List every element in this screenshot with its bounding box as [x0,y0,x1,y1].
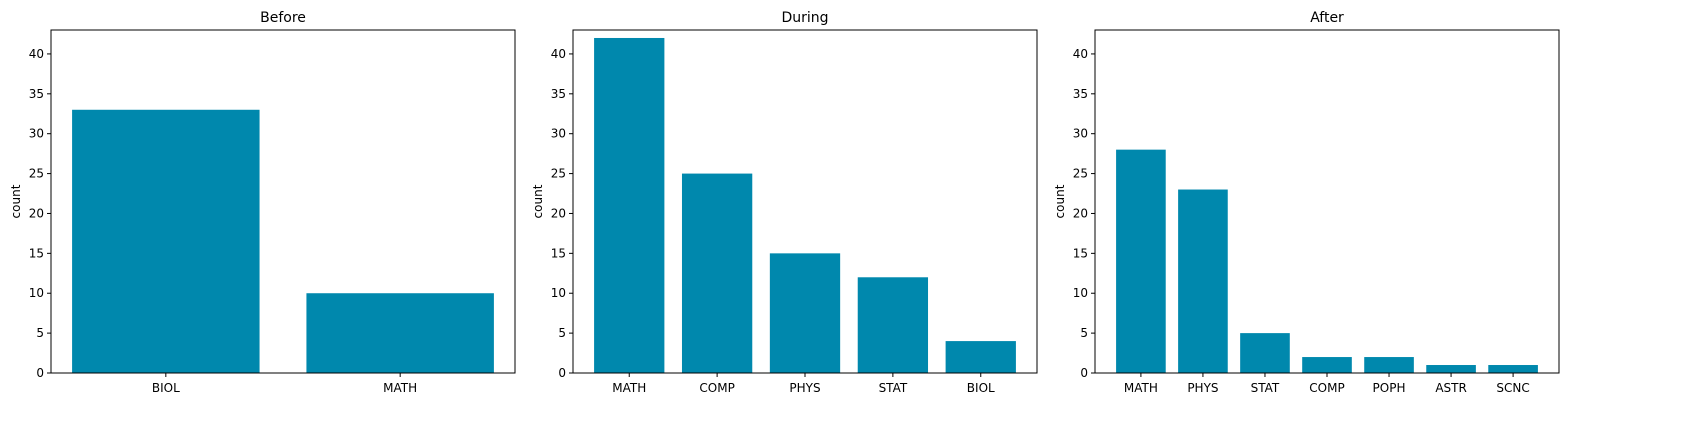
y-tick-label: 0 [558,366,566,380]
bar-group [1116,149,1538,373]
y-tick-label: 20 [1073,206,1088,220]
y-tick-label: 25 [1073,167,1088,181]
y-axis-label: count [9,184,23,218]
x-tick-label: COMP [1309,381,1344,395]
y-tick-label: 35 [29,87,44,101]
y-tick-label: 5 [1080,326,1088,340]
y-tick-label: 10 [1073,286,1088,300]
bar-biol [945,341,1016,373]
y-tick-label: 35 [551,87,566,101]
x-tick-label: MATH [612,381,646,395]
bar-math [1116,149,1166,373]
x-tick-label: MATH [383,381,417,395]
bar-phys [1178,189,1228,373]
x-tick-label: PHYS [1187,381,1218,395]
bar-scnc [1488,365,1538,373]
y-tick-label: 5 [36,326,44,340]
y-tick-label: 25 [551,167,566,181]
y-tick-label: 35 [1073,87,1088,101]
y-tick-label: 20 [551,206,566,220]
y-tick-label: 15 [551,246,566,260]
bar-group [594,37,1016,373]
x-tick-label: STAT [1251,381,1280,395]
y-tick-label: 0 [1080,366,1088,380]
bar-group [72,109,494,374]
y-tick-label: 40 [1073,47,1088,61]
axes-frame [50,29,516,374]
x-tick-label: MATH [1124,381,1158,395]
y-tick-label: 30 [29,127,44,141]
bar-poph [1364,357,1414,373]
x-tick-label: ASTR [1435,381,1467,395]
chart-title: Before [260,10,306,26]
y-axis-label: count [531,184,545,218]
y-tick-label: 10 [29,286,44,300]
bar-biol [72,109,260,374]
x-tick-label: COMP [699,381,734,395]
x-tick-label: PHYS [789,381,820,395]
y-tick-label: 25 [29,167,44,181]
y-tick-label: 30 [551,127,566,141]
chart-title: After [1310,10,1344,26]
subplot-during: During count 0 5 10 15 20 25 30 35 40 MATH COMP PHY… [531,10,1038,395]
x-tick-label: BIOL [152,381,180,395]
y-tick-label: 5 [558,326,566,340]
y-tick-label: 40 [29,47,44,61]
x-tick-label: BIOL [967,381,995,395]
x-tick-label: SCNC [1496,381,1529,395]
y-axis-label: count [1053,184,1067,218]
y-tick-label: 20 [29,206,44,220]
bar-astr [1426,365,1476,373]
bar-phys [769,253,841,373]
y-tick-label: 10 [551,286,566,300]
subplot-after: After count 0 5 10 15 20 25 30 35 40 MATH PHYS STAT… [1053,10,1560,395]
bar-math [306,293,494,373]
y-tick-label: 15 [1073,246,1088,260]
y-tick-label: 0 [36,366,44,380]
y-tick-label: 40 [551,47,566,61]
x-tick-label: STAT [879,381,908,395]
bar-stat [1240,333,1290,373]
bar-math [594,37,665,373]
bar-comp [1302,357,1352,373]
bar-stat [857,277,929,373]
y-tick-label: 30 [1073,127,1088,141]
x-tick-label: POPH [1373,381,1406,395]
bar-comp [681,173,753,373]
chart-title: During [781,10,828,26]
subplot-before: Before count 0 5 10 15 20 25 30 35 40 BIOL MATH [9,10,516,395]
y-tick-label: 15 [29,246,44,260]
